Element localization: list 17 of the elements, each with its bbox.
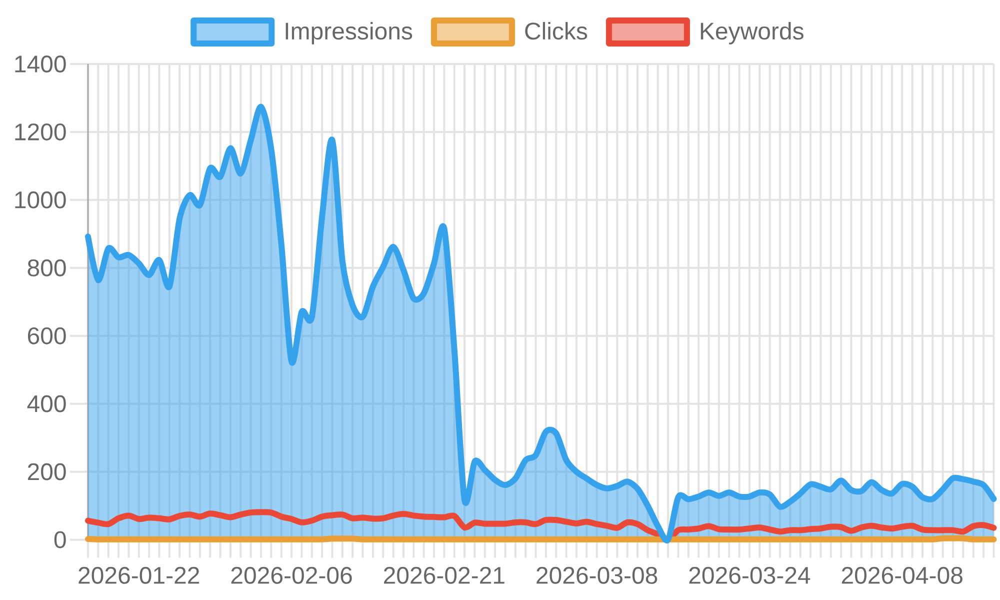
legend-label: Clicks (525, 22, 588, 40)
x-tick-label: 2026-01-22 (78, 566, 200, 584)
y-tick-label: 600 (28, 327, 66, 344)
y-tick-label: 1000 (15, 191, 66, 208)
y-tick-label: 1200 (15, 123, 66, 140)
y-tick-label: 800 (28, 259, 66, 276)
y-tick-label: 400 (27, 395, 66, 412)
y-tick-label: 1400 (15, 55, 66, 72)
legend-label: Keywords (700, 22, 804, 44)
x-tick-label: 2026-02-06 (231, 566, 352, 584)
x-tick-label: 2026-03-24 (689, 566, 810, 584)
y-tick-label: 0 (54, 531, 66, 548)
x-tick-label: 2026-02-21 (384, 566, 504, 584)
legend-label: Impressions (286, 22, 412, 44)
x-tick-label: 2026-04-08 (842, 566, 962, 584)
x-tick-label: 2026-03-08 (536, 566, 658, 584)
y-tick-label: 200 (28, 463, 66, 480)
